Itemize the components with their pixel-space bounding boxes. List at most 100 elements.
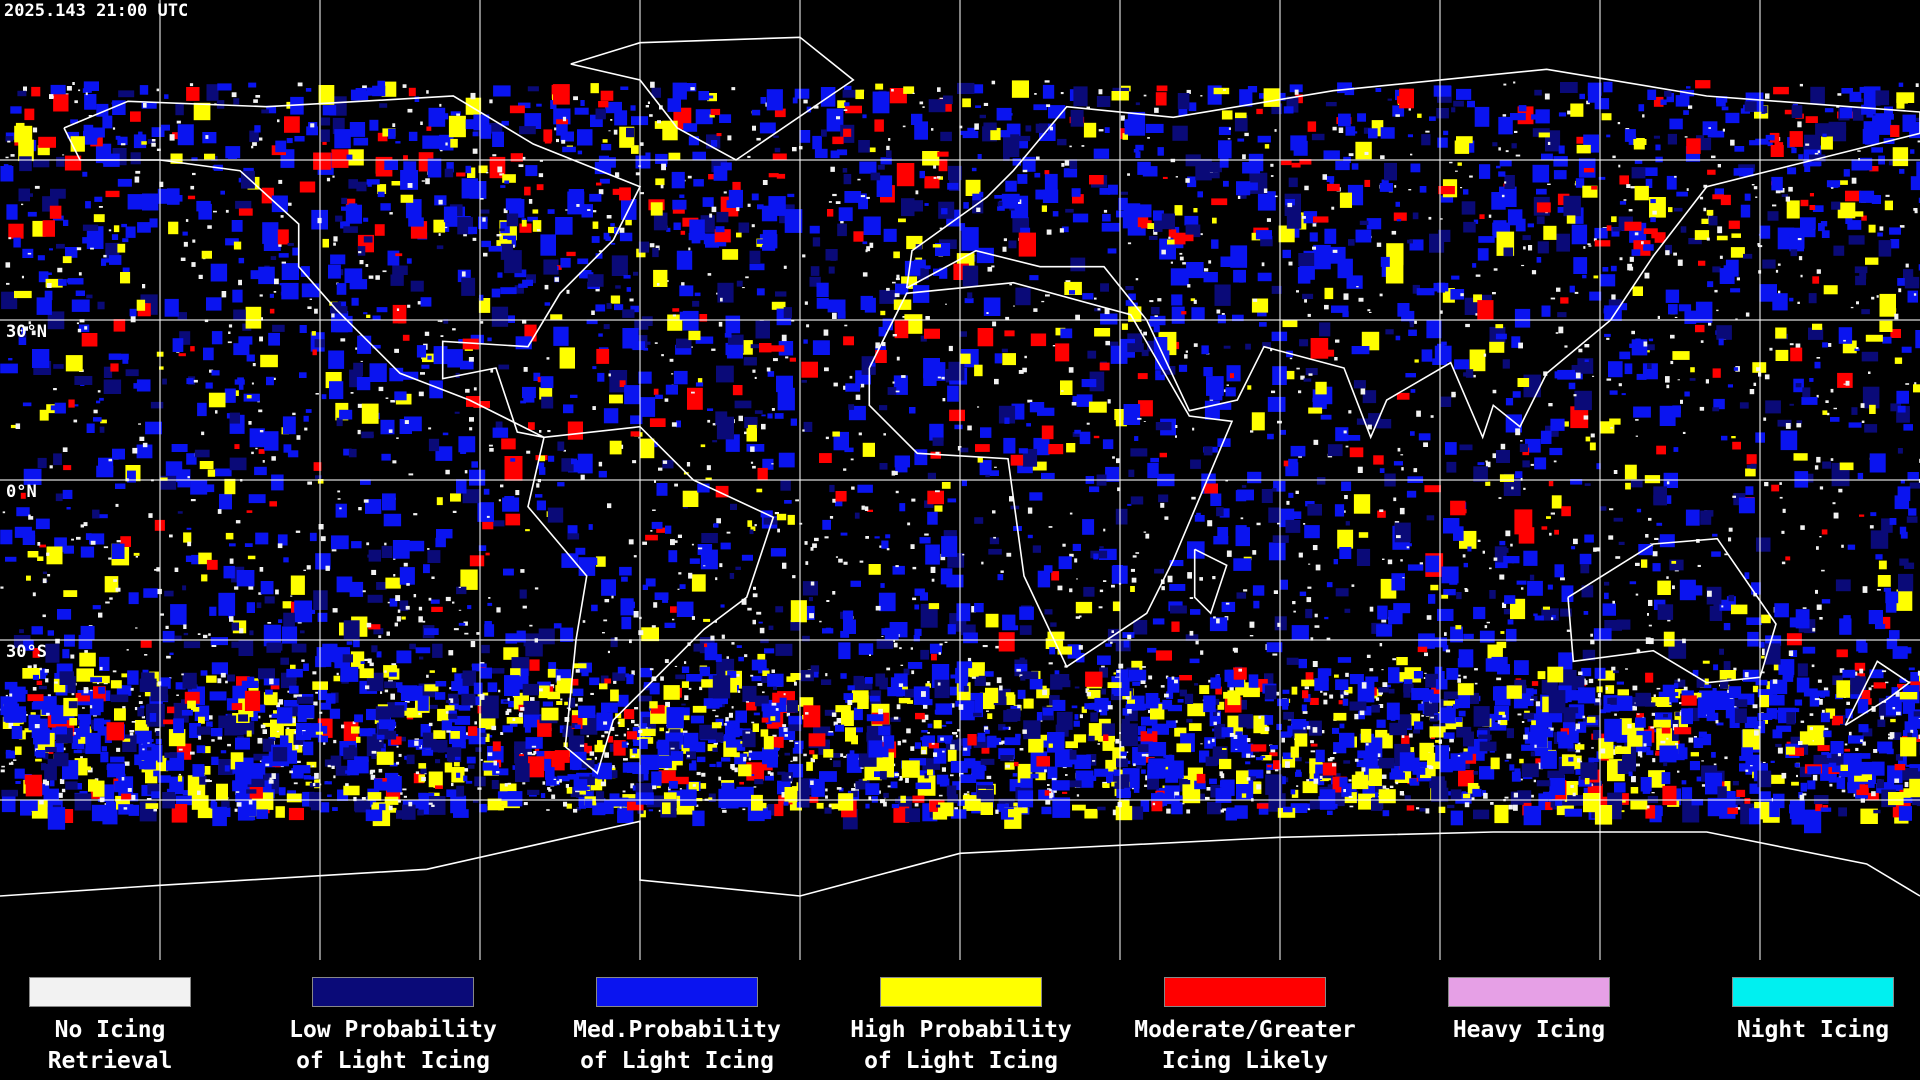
icing-pixel bbox=[688, 572, 693, 579]
icing-pixel bbox=[98, 612, 103, 618]
icing-pixel bbox=[1417, 113, 1422, 118]
icing-pixel bbox=[767, 413, 773, 419]
icing-pixel bbox=[894, 320, 909, 339]
icing-pixel bbox=[1775, 269, 1779, 273]
icing-pixel bbox=[233, 309, 246, 321]
icing-pixel bbox=[263, 624, 282, 647]
icing-pixel bbox=[640, 438, 655, 459]
icing-pixel bbox=[573, 96, 578, 101]
icing-pixel bbox=[490, 369, 494, 373]
icing-pixel bbox=[1749, 140, 1760, 146]
icing-pixel bbox=[784, 500, 792, 504]
icing-pixel bbox=[456, 113, 460, 116]
icing-pixel bbox=[1262, 342, 1271, 348]
icing-pixel bbox=[865, 803, 870, 809]
icing-pixel bbox=[1424, 652, 1428, 657]
icing-pixel bbox=[1111, 630, 1114, 633]
icing-pixel bbox=[930, 451, 941, 459]
icing-pixel bbox=[105, 190, 120, 198]
icing-pixel bbox=[671, 373, 674, 375]
icing-pixel bbox=[1215, 674, 1220, 680]
icing-pixel bbox=[1915, 83, 1919, 87]
icing-pixel bbox=[1160, 502, 1165, 508]
icing-pixel bbox=[8, 237, 12, 240]
icing-pixel bbox=[990, 302, 995, 308]
icing-pixel bbox=[1665, 250, 1670, 256]
icing-pixel bbox=[1204, 400, 1220, 420]
icing-pixel bbox=[85, 533, 92, 540]
icing-pixel bbox=[139, 436, 145, 441]
icing-pixel bbox=[505, 198, 522, 211]
icing-pixel bbox=[911, 113, 923, 125]
icing-pixel bbox=[1894, 313, 1899, 320]
icing-pixel bbox=[1267, 433, 1274, 440]
icing-pixel bbox=[1747, 631, 1759, 647]
icing-pixel bbox=[1881, 518, 1893, 533]
icing-pixel bbox=[1083, 122, 1097, 138]
icing-pixel bbox=[1099, 667, 1108, 678]
icing-pixel bbox=[748, 751, 764, 760]
icing-pixel bbox=[1186, 718, 1193, 723]
icing-pixel bbox=[330, 306, 348, 314]
icing-pixel bbox=[656, 527, 667, 533]
icing-pixel bbox=[837, 311, 846, 319]
icing-pixel bbox=[1127, 343, 1144, 353]
icing-pixel bbox=[309, 532, 317, 542]
icing-pixel bbox=[166, 655, 171, 659]
icing-pixel bbox=[681, 666, 690, 673]
icing-pixel bbox=[903, 86, 915, 94]
icing-pixel bbox=[547, 507, 564, 523]
icing-pixel bbox=[156, 88, 160, 92]
icing-pixel bbox=[776, 173, 786, 179]
icing-pixel bbox=[1860, 157, 1873, 171]
icing-pixel bbox=[915, 244, 923, 250]
icing-pixel bbox=[674, 483, 678, 487]
icing-pixel bbox=[1174, 205, 1183, 216]
icing-pixel bbox=[1581, 585, 1594, 598]
icing-pixel bbox=[483, 252, 488, 257]
icing-pixel bbox=[819, 771, 837, 782]
icing-pixel bbox=[468, 357, 474, 362]
icing-pixel bbox=[1756, 367, 1761, 372]
icing-pixel bbox=[1523, 487, 1526, 490]
icing-pixel bbox=[904, 688, 921, 698]
icing-pixel bbox=[771, 345, 785, 352]
icing-pixel bbox=[1268, 507, 1281, 523]
icing-pixel bbox=[1426, 615, 1432, 620]
icing-pixel bbox=[408, 131, 418, 141]
icing-pixel bbox=[649, 668, 654, 671]
icing-pixel bbox=[744, 416, 758, 429]
icing-pixel bbox=[539, 160, 543, 162]
icing-pixel bbox=[1614, 782, 1626, 793]
icing-pixel bbox=[523, 367, 528, 372]
icing-pixel bbox=[264, 431, 279, 451]
icing-pixel bbox=[1256, 108, 1263, 115]
icing-pixel bbox=[919, 537, 931, 544]
icing-pixel bbox=[1017, 135, 1031, 142]
icing-pixel bbox=[1351, 346, 1370, 355]
icing-pixel bbox=[979, 114, 986, 119]
icing-pixel bbox=[1765, 635, 1782, 646]
icing-pixel bbox=[382, 270, 387, 273]
icing-pixel bbox=[190, 499, 196, 502]
icing-pixel bbox=[1599, 506, 1607, 511]
icing-pixel bbox=[1223, 180, 1229, 187]
icing-pixel bbox=[1094, 297, 1097, 300]
icing-pixel bbox=[403, 155, 408, 161]
icing-pixel bbox=[1244, 132, 1249, 137]
icing-pixel bbox=[824, 367, 829, 372]
icing-pixel bbox=[719, 563, 723, 568]
icing-pixel bbox=[1513, 81, 1516, 84]
icing-pixel bbox=[1604, 592, 1609, 600]
icing-pixel bbox=[1358, 297, 1364, 302]
icing-pixel bbox=[1051, 777, 1057, 781]
icing-pixel bbox=[127, 470, 136, 483]
icing-pixel bbox=[85, 201, 91, 209]
icing-pixel bbox=[1817, 150, 1821, 153]
icing-pixel bbox=[1288, 458, 1298, 469]
icing-pixel bbox=[1789, 343, 1794, 346]
icing-pixel bbox=[1388, 610, 1403, 625]
icing-pixel bbox=[1391, 230, 1397, 235]
icing-pixel bbox=[1, 765, 5, 768]
icing-pixel bbox=[23, 639, 34, 651]
